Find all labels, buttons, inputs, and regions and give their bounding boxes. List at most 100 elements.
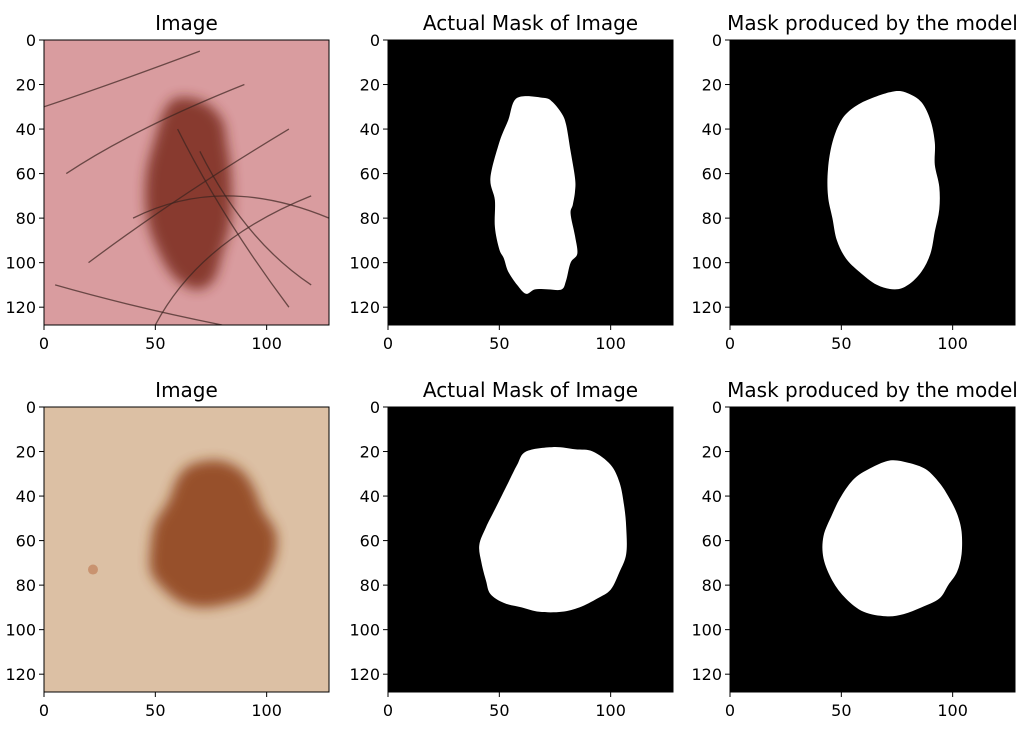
- x-tick-label: 50: [831, 701, 851, 720]
- hair-strand: [177, 128, 290, 308]
- axes-frame: [387, 406, 674, 693]
- y-tick-label: 80: [16, 576, 36, 595]
- hair-strand: [199, 151, 312, 286]
- y-tick-label: 60: [16, 532, 36, 551]
- x-tick-label: 50: [489, 701, 509, 720]
- subplot-title: Actual Mask of Image: [423, 378, 638, 402]
- y-tick-label: 0: [370, 31, 380, 50]
- x-tick-label: 0: [383, 334, 393, 353]
- y-tick-label: 120: [5, 298, 36, 317]
- y-tick-label: 120: [691, 298, 722, 317]
- lesion: [149, 460, 277, 608]
- plot-area: [44, 40, 329, 325]
- y-tick-label: 20: [360, 76, 380, 95]
- subplot-title: Mask produced by the model: [727, 11, 1018, 35]
- y-tick-label: 40: [360, 487, 380, 506]
- x-tick-label: 0: [39, 334, 49, 353]
- y-tick-label: 20: [16, 443, 36, 462]
- y-tick-label: 80: [16, 209, 36, 228]
- x-tick-label: 50: [145, 701, 165, 720]
- x-tick-label: 0: [725, 334, 735, 353]
- subplot-4: Image 0 50 100 0 20 40 60 80 100 120: [5, 378, 330, 720]
- y-tick-label: 100: [349, 621, 380, 640]
- plot-area: [388, 407, 673, 692]
- y-tick-label: 40: [702, 120, 722, 139]
- y-tick-label: 20: [360, 443, 380, 462]
- y-tick-label: 20: [16, 76, 36, 95]
- subplot-5: Actual Mask of Image 0 50 100 0 20 40 60 80 100 12…: [349, 378, 674, 720]
- y-tick-label: 60: [702, 532, 722, 551]
- axes-frame: [387, 39, 674, 326]
- axes-frame: [729, 406, 1016, 693]
- subplot-title: Image: [155, 378, 218, 402]
- mask-region: [822, 460, 963, 617]
- y-tick-label: 0: [26, 31, 36, 50]
- x-tick-label: 100: [937, 701, 968, 720]
- y-tick-label: 100: [349, 254, 380, 273]
- subplot-title: Mask produced by the model: [727, 378, 1018, 402]
- x-tick-label: 100: [251, 334, 282, 353]
- plot-area: [388, 40, 673, 325]
- plot-area: [730, 40, 1015, 325]
- hair-strand: [54, 284, 223, 325]
- axes-frame: [43, 39, 330, 326]
- y-tick-label: 120: [691, 665, 722, 684]
- hair-strand: [154, 195, 312, 325]
- y-tick-label: 80: [360, 209, 380, 228]
- x-tick-label: 100: [595, 334, 626, 353]
- plot-area: [730, 407, 1015, 692]
- subplot-title: Actual Mask of Image: [423, 11, 638, 35]
- x-tick-label: 50: [489, 334, 509, 353]
- y-tick-label: 60: [16, 165, 36, 184]
- x-tick-label: 0: [39, 701, 49, 720]
- subplot-6: Mask produced by the model 0 50 100 0 20 40 60 8…: [691, 378, 1017, 720]
- hair-strand: [88, 128, 290, 264]
- hair-strand: [65, 83, 245, 175]
- x-tick-label: 100: [251, 701, 282, 720]
- y-tick-label: 40: [360, 120, 380, 139]
- y-tick-label: 60: [360, 532, 380, 551]
- y-tick-label: 100: [5, 254, 36, 273]
- mask-region: [490, 96, 578, 294]
- hair-strand: [132, 195, 329, 219]
- hair-strand: [44, 50, 201, 108]
- plot-area: [44, 407, 329, 692]
- y-tick-label: 100: [691, 254, 722, 273]
- y-tick-label: 80: [702, 209, 722, 228]
- skin-spot: [87, 564, 98, 575]
- y-tick-label: 40: [702, 487, 722, 506]
- y-tick-label: 120: [5, 665, 36, 684]
- y-tick-label: 0: [370, 398, 380, 417]
- x-tick-label: 50: [831, 334, 851, 353]
- y-tick-label: 60: [702, 165, 722, 184]
- lesion: [145, 97, 232, 290]
- y-tick-label: 40: [16, 120, 36, 139]
- y-tick-label: 0: [712, 31, 722, 50]
- y-tick-label: 80: [360, 576, 380, 595]
- mask-region: [479, 447, 627, 613]
- x-tick-label: 0: [383, 701, 393, 720]
- x-tick-label: 100: [937, 334, 968, 353]
- y-tick-label: 40: [16, 487, 36, 506]
- y-tick-label: 100: [5, 621, 36, 640]
- y-tick-label: 80: [702, 576, 722, 595]
- y-tick-label: 0: [712, 398, 722, 417]
- axes-frame: [729, 39, 1016, 326]
- x-tick-label: 50: [145, 334, 165, 353]
- x-tick-label: 100: [595, 701, 626, 720]
- subplot-2: Actual Mask of Image 0 50 100 0 20 40 60 80 100 12…: [349, 11, 674, 353]
- y-tick-label: 120: [349, 298, 380, 317]
- mask-region: [827, 90, 940, 290]
- subplot-3: Mask produced by the model 0 50 100 0 20 40 60 8…: [691, 11, 1017, 353]
- axes-frame: [43, 406, 330, 693]
- y-tick-label: 20: [702, 76, 722, 95]
- subplot-title: Image: [155, 11, 218, 35]
- y-tick-label: 100: [691, 621, 722, 640]
- y-tick-label: 120: [349, 665, 380, 684]
- y-tick-label: 0: [26, 398, 36, 417]
- y-tick-label: 20: [702, 443, 722, 462]
- x-tick-label: 0: [725, 701, 735, 720]
- y-tick-label: 60: [360, 165, 380, 184]
